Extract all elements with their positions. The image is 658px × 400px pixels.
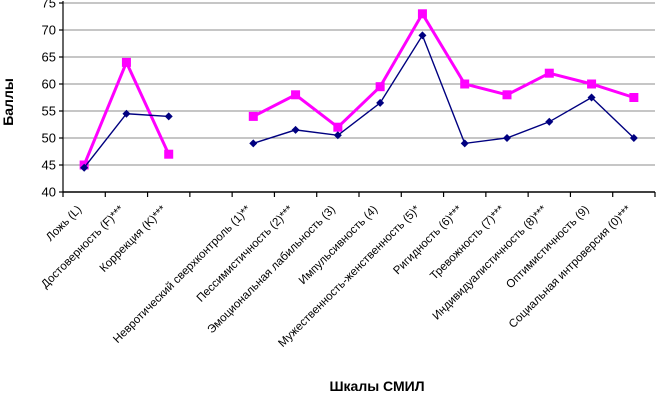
data-point-marker — [418, 31, 427, 40]
data-point-marker — [545, 117, 554, 126]
data-point-marker — [629, 134, 638, 142]
x-category-label: Тревожность (7)*** — [428, 203, 507, 282]
data-point-marker — [291, 90, 301, 100]
y-tick-label: 55 — [42, 104, 56, 119]
data-point-marker — [502, 90, 512, 100]
y-tick-label: 70 — [42, 23, 56, 38]
x-category-label: Ложь (L) — [44, 204, 84, 244]
y-tick-label: 45 — [42, 158, 56, 173]
data-point-marker — [460, 79, 470, 89]
x-category-label: Достоверность (F)*** — [39, 203, 127, 291]
data-point-marker — [121, 57, 131, 67]
y-tick-label: 75 — [42, 0, 56, 11]
data-point-marker — [333, 131, 342, 140]
x-axis-title: Шкалы СМИЛ — [329, 378, 424, 394]
data-point-marker — [629, 93, 639, 102]
data-point-marker — [80, 163, 89, 172]
y-tick-label: 50 — [42, 131, 56, 146]
data-point-marker — [375, 82, 385, 92]
y-tick-label: 60 — [42, 77, 56, 92]
data-point-marker — [333, 122, 343, 132]
data-point-marker — [503, 134, 511, 142]
data-point-marker — [417, 9, 427, 19]
data-point-marker — [587, 93, 596, 102]
data-point-marker — [291, 125, 300, 134]
data-point-marker — [248, 111, 258, 121]
navy-diamonds-series-line — [253, 33, 635, 145]
chart-generated-layer: 40 45 50 55 60 65 70 75 Ложь (L)Достоверность (F… — [39, 0, 656, 350]
y-tick-label: 65 — [42, 50, 56, 65]
data-point-marker — [122, 109, 131, 118]
magenta-squares-series-line — [252, 10, 635, 130]
data-point-marker — [460, 139, 469, 148]
data-point-marker — [544, 68, 554, 78]
y-tick-label: 40 — [42, 185, 56, 200]
navy-diamonds-series-line — [83, 112, 169, 169]
data-point-marker — [249, 139, 258, 148]
data-point-marker — [164, 112, 173, 121]
data-point-marker — [376, 98, 385, 107]
y-axis-title: Баллы — [0, 78, 16, 126]
x-category-label: Оптимистичность (9) — [504, 204, 592, 292]
x-category-label: Импульсивность (4) — [297, 204, 380, 287]
data-point-marker — [587, 79, 597, 89]
data-point-marker — [164, 149, 174, 159]
